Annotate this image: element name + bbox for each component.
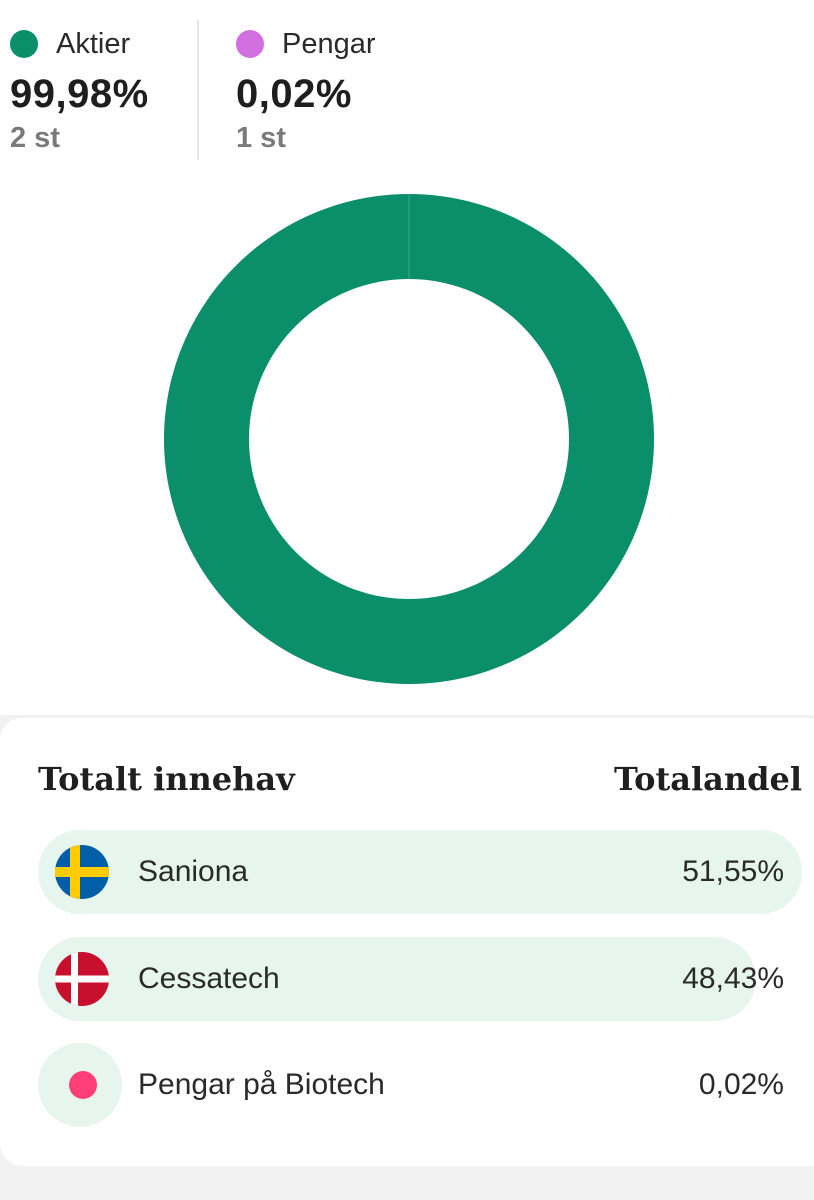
legend-label: Aktier [56,27,131,60]
holding-name: Cessatech [138,962,280,995]
holding-share: 51,55% [682,855,784,888]
allocation-panel: Aktier 99,98% 2 st Pengar 0,02% 1 st [0,0,814,715]
legend-divider [197,20,199,160]
legend-percent: 99,98% [10,72,149,116]
holdings-title: Totalt innehav [38,760,295,798]
holding-name: Saniona [138,855,249,888]
legend-count: 2 st [10,122,60,154]
denmark-flag-icon [55,952,109,1006]
pengar-color-dot-icon [236,30,264,58]
donut-slice-aktier[interactable] [164,194,654,684]
holding-name: Pengar på Biotech [138,1068,385,1101]
allocation-donut-chart[interactable] [164,194,654,684]
share-column-title: Totalandel [613,760,802,798]
legend-label: Pengar [282,27,376,60]
sweden-flag-icon [55,845,109,899]
aktier-color-dot-icon [10,30,38,58]
holding-share: 0,02% [698,1068,784,1101]
holding-share: 48,43% [682,962,784,995]
holdings-header: Totalt innehav Totalandel [38,760,802,798]
holding-row-pengar-pa-biotech[interactable]: Pengar på Biotech 0,02% [38,1043,802,1127]
legend-count: 1 st [236,122,286,154]
holding-row-saniona[interactable]: Saniona 51,55% [38,830,802,914]
cash-dot-icon [69,1071,97,1099]
share-bar [38,937,756,1021]
holding-row-cessatech[interactable]: Cessatech 48,43% [38,937,802,1021]
share-bar [38,830,802,914]
legend-percent: 0,02% [236,72,352,116]
legend-item-pengar[interactable]: Pengar 0,02% 1 st [236,26,376,155]
legend-item-aktier[interactable]: Aktier 99,98% 2 st [10,26,149,155]
